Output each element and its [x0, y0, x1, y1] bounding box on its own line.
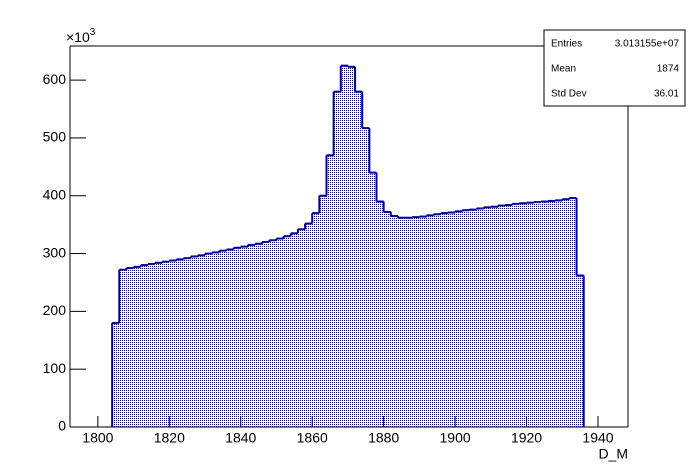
bar: [440, 213, 448, 427]
bar: [340, 65, 348, 428]
y-multiplier: ×103: [66, 27, 96, 45]
bar: [297, 229, 306, 427]
bar: [369, 172, 377, 427]
bar: [305, 223, 313, 427]
bar: [469, 209, 477, 427]
bar: [497, 205, 506, 427]
stats-box: Entries 3.013155e+07 Mean 1874 Std Dev 36.01: [543, 29, 686, 107]
x-tick-label: 1800: [82, 430, 113, 446]
bar: [476, 208, 484, 427]
y-tick-label: 100: [43, 360, 67, 376]
bar: [347, 66, 356, 427]
bar: [562, 199, 570, 427]
bar: [462, 210, 470, 427]
stat-label: Mean: [551, 64, 576, 75]
bar: [233, 247, 241, 427]
bar: [433, 214, 441, 427]
x-tick-label: 1860: [297, 430, 328, 446]
bar: [176, 259, 184, 427]
bar: [483, 207, 491, 427]
bar: [240, 246, 248, 427]
y-tick-label: 200: [43, 302, 67, 318]
bar: [376, 201, 384, 427]
stat-value: 3.013155e+07: [615, 39, 680, 50]
bar: [133, 266, 141, 427]
bar: [519, 203, 527, 427]
stat-value: 1874: [657, 64, 680, 75]
x-tick-label: 1840: [225, 430, 256, 446]
bar: [147, 263, 156, 427]
bar: [412, 217, 420, 427]
bar: [540, 201, 548, 427]
bar: [119, 269, 127, 427]
bar: [333, 91, 341, 427]
bar: [269, 240, 277, 427]
bar: [190, 256, 198, 427]
bar: [447, 212, 456, 427]
bar: [362, 128, 370, 428]
bar: [112, 322, 120, 427]
bar: [397, 217, 406, 427]
bar: [283, 236, 291, 427]
y-tick-label: 600: [43, 71, 67, 87]
bar: [126, 268, 134, 427]
bar: [569, 198, 577, 427]
stat-label: Std Dev: [551, 89, 587, 100]
bar: [490, 206, 498, 427]
stat-value: 36.01: [654, 89, 679, 100]
x-axis-label: D_M: [598, 446, 628, 462]
bar: [155, 262, 163, 427]
bar: [312, 213, 320, 427]
x-tick-label: 1940: [582, 430, 613, 446]
bar: [555, 200, 563, 427]
bar: [140, 265, 148, 427]
bar: [355, 91, 363, 427]
bar: [505, 204, 513, 427]
bar: [319, 195, 327, 427]
bar: [212, 252, 220, 427]
bar: [455, 211, 463, 427]
bar: [169, 260, 177, 427]
bar: [255, 243, 263, 427]
bar: [419, 216, 427, 427]
bar: [219, 250, 227, 427]
multiplier-base: ×10: [66, 29, 90, 45]
stat-label: Entries: [551, 39, 582, 50]
y-tick-label: 300: [43, 244, 67, 260]
bar: [197, 255, 206, 427]
bar: [276, 238, 284, 427]
bar: [247, 244, 256, 427]
bar: [526, 202, 534, 427]
y-tick-label: 0: [58, 418, 66, 434]
bar: [576, 275, 584, 427]
bar: [326, 155, 334, 427]
bar: [405, 217, 413, 427]
y-tick-label: 400: [43, 186, 67, 202]
bar: [383, 211, 391, 427]
x-tick-label: 1920: [511, 430, 542, 446]
bar: [262, 241, 270, 427]
bar: [205, 253, 213, 427]
bar: [162, 261, 170, 427]
bar: [290, 233, 298, 427]
x-tick-label: 1820: [154, 430, 185, 446]
x-tick-label: 1880: [368, 430, 399, 446]
bar: [226, 249, 234, 427]
x-tick-label: 1900: [440, 430, 471, 446]
bar: [183, 258, 191, 427]
bar: [390, 215, 398, 427]
bar: [533, 202, 541, 427]
bar: [426, 215, 434, 427]
stats-frame: [543, 29, 686, 107]
bar: [512, 203, 520, 427]
y-tick-label: 500: [43, 129, 67, 145]
multiplier-exponent: 3: [90, 27, 96, 38]
bar: [547, 200, 556, 427]
